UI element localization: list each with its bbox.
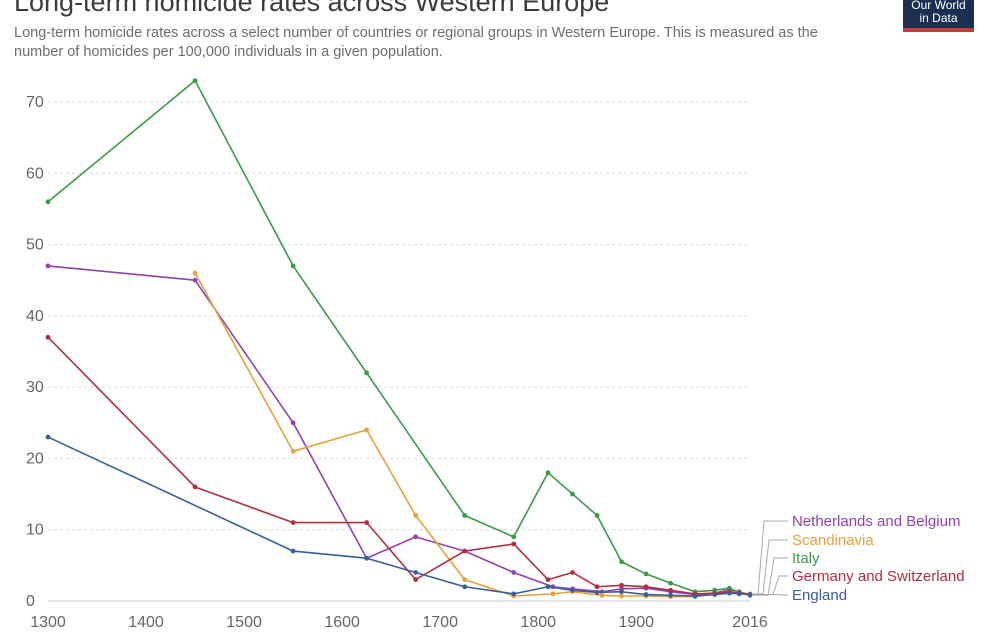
data-point[interactable]: [462, 548, 468, 554]
data-point[interactable]: [462, 577, 468, 583]
grid-lines: 0 10 20 30 40 50 60 70 1300 1400 1500 1600 1700 1800 1…: [26, 94, 768, 631]
data-point[interactable]: [364, 520, 370, 525]
legend-label[interactable]: Scandinavia: [792, 532, 874, 549]
series-3: [45, 334, 753, 597]
legend: Netherlands and Belgium ScandinaviaItalyG…: [752, 513, 965, 604]
x-tick-label: 1400: [128, 614, 164, 631]
data-point[interactable]: [45, 199, 51, 205]
y-tick-label: 30: [26, 379, 44, 396]
data-point[interactable]: [727, 585, 732, 591]
data-point[interactable]: [643, 592, 649, 597]
data-point[interactable]: [570, 491, 575, 497]
data-point[interactable]: [727, 590, 732, 596]
x-tick-label: 1800: [520, 614, 556, 631]
data-point[interactable]: [668, 587, 673, 593]
x-tick-label: 1900: [618, 614, 654, 631]
data-point[interactable]: [290, 263, 296, 269]
x-tick-label: 1700: [422, 614, 458, 631]
data-point[interactable]: [619, 589, 624, 595]
y-tick-label: 10: [26, 522, 44, 539]
legend-connector: [752, 557, 788, 596]
data-point[interactable]: [462, 513, 468, 518]
series-4: [45, 434, 753, 599]
series-line[interactable]: [47, 265, 751, 596]
series-line[interactable]: [194, 272, 751, 598]
data-point[interactable]: [45, 434, 51, 440]
y-tick-label: 0: [26, 593, 35, 610]
data-point[interactable]: [747, 592, 753, 597]
logo-line-2: in Data: [919, 11, 958, 25]
logo-line-1: Our World: [911, 0, 966, 12]
data-point[interactable]: [511, 591, 517, 597]
x-tick-label: 1500: [226, 614, 262, 631]
data-point[interactable]: [364, 370, 370, 376]
data-point[interactable]: [290, 548, 296, 554]
data-point[interactable]: [45, 334, 51, 340]
data-point[interactable]: [668, 580, 673, 586]
data-point[interactable]: [192, 270, 198, 276]
data-point[interactable]: [619, 582, 624, 588]
data-point[interactable]: [712, 592, 718, 597]
data-point[interactable]: [192, 78, 198, 84]
data-point[interactable]: [511, 570, 517, 575]
data-point[interactable]: [545, 470, 551, 476]
x-tick-label: 1300: [30, 614, 66, 631]
data-point[interactable]: [462, 584, 468, 590]
y-tick-label: 70: [26, 94, 44, 111]
legend-label[interactable]: Netherlands and Belgium: [792, 513, 960, 530]
data-point[interactable]: [364, 555, 370, 561]
legend-label[interactable]: England: [792, 587, 847, 604]
series-0: [45, 263, 753, 597]
data-point[interactable]: [550, 591, 556, 597]
series-lines: [45, 78, 753, 600]
x-tick-label: 1600: [324, 614, 360, 631]
data-point[interactable]: [364, 427, 370, 433]
data-point[interactable]: [511, 534, 517, 540]
data-point[interactable]: [736, 591, 742, 597]
legend-label[interactable]: Italy: [792, 550, 820, 567]
data-point[interactable]: [545, 577, 551, 583]
data-point[interactable]: [511, 541, 517, 547]
data-point[interactable]: [413, 534, 419, 540]
legend-label[interactable]: Germany and Switzerland: [792, 568, 965, 585]
data-point[interactable]: [599, 592, 605, 598]
data-point[interactable]: [594, 513, 600, 518]
data-point[interactable]: [192, 277, 198, 283]
data-point[interactable]: [668, 592, 673, 598]
y-tick-label: 50: [26, 237, 44, 254]
data-point[interactable]: [594, 590, 600, 595]
legend-connector: [752, 539, 788, 595]
chart-title: Long-term homicide rates across Western …: [14, 0, 610, 17]
chart-subtitle: Long-term homicide rates across a select…: [14, 25, 818, 60]
data-point[interactable]: [545, 584, 551, 590]
data-point[interactable]: [643, 571, 649, 577]
y-tick-label: 20: [26, 450, 44, 467]
data-point[interactable]: [570, 570, 575, 575]
owid-logo[interactable]: Our World in Data: [903, 0, 974, 32]
data-point[interactable]: [290, 448, 296, 454]
data-point[interactable]: [45, 263, 51, 269]
data-point[interactable]: [570, 587, 575, 593]
series-2: [45, 78, 753, 598]
data-point[interactable]: [413, 513, 419, 518]
data-point[interactable]: [290, 520, 296, 525]
data-point[interactable]: [192, 484, 198, 490]
y-tick-label: 40: [26, 308, 44, 325]
data-point[interactable]: [619, 559, 624, 565]
y-tick-label: 60: [26, 165, 44, 182]
data-point[interactable]: [692, 593, 698, 599]
data-point[interactable]: [290, 420, 296, 426]
data-point[interactable]: [619, 593, 624, 599]
data-point[interactable]: [594, 584, 600, 590]
data-point[interactable]: [413, 570, 419, 575]
series-line[interactable]: [47, 79, 751, 597]
data-point[interactable]: [413, 577, 419, 583]
data-point[interactable]: [643, 584, 649, 590]
series-line[interactable]: [47, 336, 751, 596]
x-tick-label: 2016: [732, 614, 768, 631]
